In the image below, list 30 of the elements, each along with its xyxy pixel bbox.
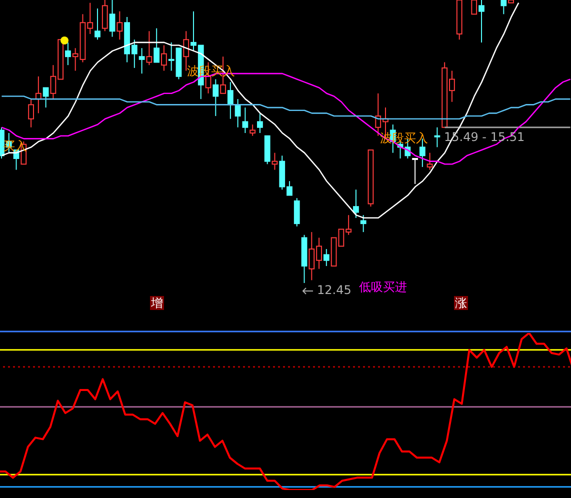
annotation: 12.45 (316, 283, 352, 297)
candlestick (272, 152, 278, 170)
annotation: 低吸买进 (358, 280, 408, 294)
candlestick (146, 30, 152, 66)
candlestick (227, 82, 234, 120)
candlestick (412, 158, 418, 184)
candlestick (426, 152, 433, 170)
candlestick (42, 87, 49, 108)
candlestick (212, 78, 219, 117)
candlestick (250, 124, 256, 136)
candlestick (116, 10, 123, 40)
candlestick (257, 112, 263, 134)
candlestick (242, 107, 248, 134)
text: 增 (150, 296, 164, 310)
candlestick (65, 42, 71, 66)
candlestick (323, 248, 330, 267)
candlestick (154, 28, 160, 63)
candlestick (294, 198, 300, 227)
candlestick (109, 0, 116, 38)
candlestick (138, 48, 145, 74)
text: 涨 (454, 296, 468, 310)
candlestick (161, 44, 167, 72)
candlestick (434, 126, 440, 148)
candlestick (360, 214, 366, 233)
candlestick (500, 0, 507, 15)
candlestick (28, 98, 34, 128)
candlestick (353, 189, 359, 218)
candlestick (478, 0, 484, 43)
candlestick (94, 8, 100, 40)
candlestick (234, 98, 241, 128)
